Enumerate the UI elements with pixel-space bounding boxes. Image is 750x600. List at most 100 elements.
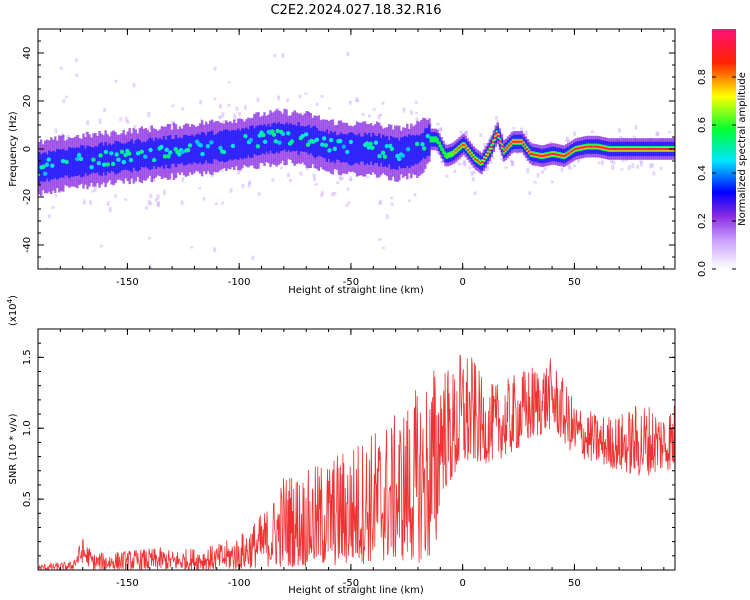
spectrogram-ridge-peak	[488, 149, 491, 152]
spectrogram-halo-cell	[636, 164, 639, 169]
spectrogram-ridge-peak	[486, 152, 489, 155]
spectrogram-core-cell	[291, 124, 294, 151]
spectrogram-peak-cell	[364, 141, 370, 146]
spectrogram-core-cell	[424, 128, 427, 159]
spectrogram-ridge-peak	[524, 145, 527, 148]
spectrogram-halo-cell	[238, 168, 242, 173]
spectrogram-core-cell	[305, 126, 308, 153]
spectrogram-core-cell	[287, 124, 290, 151]
spectrogram-ridge-peak	[456, 148, 459, 151]
spectrogram-peak-cell	[41, 164, 46, 169]
spectrogram-ridge-peak	[458, 147, 461, 149]
spectrogram-core-cell	[142, 141, 145, 168]
spectrogram-peak-cell	[135, 151, 141, 156]
spectrogram-peak-cell	[405, 147, 411, 152]
spectrogram-ridge-mid	[449, 152, 452, 157]
spectrogram-ridge-peak	[538, 154, 541, 157]
spectrogram-core-cell	[365, 134, 369, 164]
spectrogram-core-cell	[158, 138, 162, 168]
spectrogram-halo-cell	[381, 246, 385, 250]
spectrogram-core-cell	[217, 132, 220, 161]
spectrogram-peak-cell	[44, 162, 50, 167]
spectrogram-peak-cell	[425, 133, 430, 139]
spectrogram-core-cell	[202, 132, 206, 164]
spectrogram-x-ticks: -150 -100 -50 0 50	[37, 29, 665, 288]
spectrogram-ridge-peak	[615, 148, 618, 150]
spectrogram-halo-cell	[462, 159, 466, 163]
spectrogram-halo-cell	[251, 255, 255, 260]
spectrogram-ridge-peak	[569, 151, 572, 154]
spectrogram-core-cell	[160, 139, 164, 166]
spectrogram-core-cell	[200, 132, 204, 165]
spectrogram-ridge-peak	[506, 146, 509, 149]
spectrogram-halo-cell	[379, 113, 383, 117]
spectrogram-core-cell	[259, 124, 262, 155]
spectrogram-ridge-peak	[510, 142, 513, 145]
spectrogram-halo-cell	[276, 107, 280, 112]
spectrogram-core-cell	[331, 132, 335, 162]
spectrogram-halo-cell	[464, 131, 468, 136]
spectrogram-peak-cell	[243, 133, 248, 139]
spectrogram-core-cell	[82, 145, 85, 177]
spectrogram-peak-cell	[277, 140, 282, 145]
snr-marks	[38, 354, 675, 570]
spectrogram-core-cell	[192, 136, 196, 162]
spectrogram-ridge-peak	[651, 148, 654, 150]
spectrogram-halo-cell	[229, 188, 233, 193]
spectrogram-core-cell	[68, 147, 71, 179]
spectrogram-halo-cell	[235, 106, 239, 112]
spectrogram-peak-cell	[177, 152, 182, 157]
spectrogram-peak-cell	[380, 150, 386, 155]
x-tick-label: -50	[343, 277, 359, 288]
spectrogram-marks	[38, 51, 675, 269]
x-tick-label: -100	[228, 277, 251, 288]
spectrogram-ridge-peak	[642, 148, 645, 150]
spectrogram-halo-cell	[147, 200, 151, 205]
spectrogram-peak-cell	[273, 139, 278, 144]
spectrogram-peak-cell	[152, 157, 157, 163]
spectrogram-peak-cell	[102, 162, 107, 167]
spectrogram-halo-cell	[287, 172, 290, 178]
spectrogram-halo-cell	[462, 161, 466, 166]
spectrogram-halo-cell	[632, 135, 636, 138]
spectrogram-halo-cell	[156, 194, 160, 200]
spectrogram-halo-cell	[312, 173, 316, 177]
spectrogram-halo-cell	[511, 160, 515, 166]
spectrogram-halo-cell	[567, 138, 570, 144]
spectrogram-core-cell	[114, 140, 117, 175]
spectrogram-peak-cell	[270, 129, 275, 134]
spectrogram-ridge-mid	[447, 153, 450, 157]
spectrogram-core-cell	[144, 142, 147, 167]
spectrogram-core-cell	[72, 147, 75, 177]
spectrogram-ridge-peak	[470, 153, 473, 156]
spectrogram-ridge-peak	[653, 148, 656, 150]
spectrogram-ridge-peak	[633, 148, 636, 150]
spectrogram-peak-cell	[123, 152, 128, 158]
spectrogram-peak-cell	[368, 141, 373, 146]
spectrogram-ridge-peak	[495, 132, 498, 135]
spectrogram-core-cell	[418, 135, 421, 163]
y-tick-label: 0	[22, 146, 33, 152]
spectrogram-halo-cell	[377, 114, 381, 120]
spectrogram-ridge-peak	[649, 148, 652, 150]
spectrogram-peak-cell	[275, 128, 280, 134]
spectrogram-ridge-peak	[467, 149, 470, 151]
spectrogram-halo-cell	[408, 199, 411, 203]
spectrogram-halo-cell	[378, 238, 382, 241]
spectrogram-core-cell	[190, 134, 194, 165]
colorbar-tick-label: 0.0	[697, 261, 708, 277]
spectrogram-core-cell	[96, 146, 99, 173]
spectrogram-core-cell	[293, 124, 296, 152]
spectrogram-core-cell	[349, 132, 353, 166]
spectrogram-halo-cell	[509, 159, 513, 163]
spectrogram-ridge-peak	[645, 148, 649, 150]
spectrogram-peak-cell	[300, 133, 305, 139]
spectrogram-peak-cell	[114, 152, 119, 157]
spectrogram-halo-cell	[347, 201, 351, 205]
spectrogram-peak-cell	[280, 131, 286, 136]
spectrogram-halo-cell	[463, 161, 467, 167]
spectrogram-ridge-peak	[554, 153, 557, 156]
spectrogram-peak-cell	[382, 154, 388, 159]
spectrogram-halo-cell	[459, 130, 463, 135]
spectrogram-peak-cell	[262, 139, 268, 144]
